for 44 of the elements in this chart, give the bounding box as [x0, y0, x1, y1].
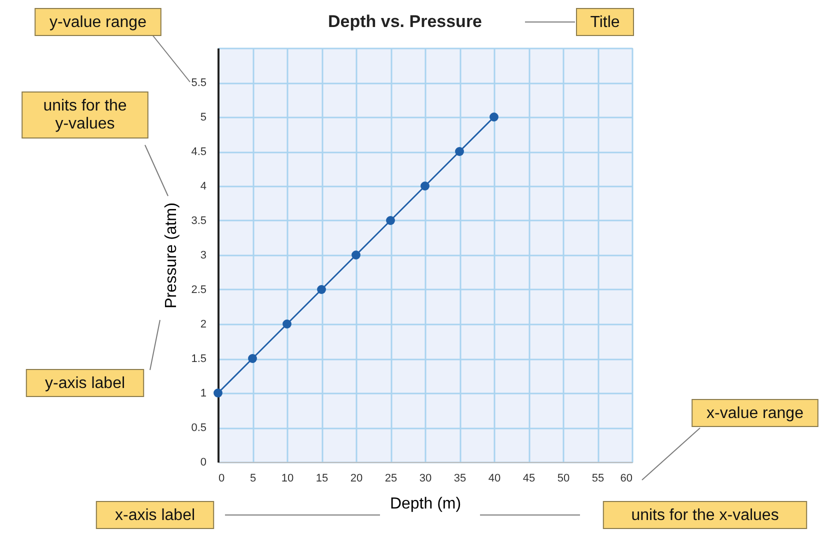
y-tick-label: 0 — [200, 456, 206, 468]
y-tick-label: 5 — [200, 112, 206, 124]
point — [455, 147, 464, 156]
text: y-axis label — [44, 375, 126, 392]
x-tick-label: 55 — [592, 472, 604, 484]
point — [490, 112, 498, 122]
x-tick-label: 5 — [250, 472, 256, 484]
point — [248, 354, 257, 363]
y-tick-label: 2 — [200, 318, 206, 330]
y-tick-label: 4 — [200, 180, 206, 192]
x-tick-label: 60 — [620, 472, 632, 484]
x-axis-title: Depth (m) — [390, 496, 462, 512]
text: units for the y-values — [43, 98, 127, 132]
y-axis-title: Pressure (atm) — [163, 202, 180, 308]
y-tick-label: 0.5 — [191, 422, 206, 434]
point — [386, 216, 395, 225]
x-tick-label: 25 — [384, 472, 398, 484]
y-tick-label: 1.5 — [191, 353, 206, 365]
x-tick-label: 30 — [419, 472, 432, 484]
point — [214, 388, 222, 398]
x-tick-label: 15 — [316, 472, 328, 484]
text: units for the x-values — [631, 507, 779, 524]
text: Title — [590, 14, 620, 31]
chart-title: Depth vs. Pressure — [328, 12, 482, 31]
text: x-axis label — [114, 507, 196, 524]
point — [420, 182, 430, 190]
x-tick-label: 20 — [350, 472, 363, 484]
y-tick-label: 2.5 — [191, 284, 206, 296]
y-tick-label: 4.5 — [191, 146, 206, 158]
x-tick-label: 45 — [522, 472, 536, 484]
x-tick-label: 50 — [557, 472, 570, 484]
y-tick-label: 3 — [200, 250, 206, 262]
x-tick-label: 35 — [454, 472, 466, 484]
y-tick-label: 1 — [200, 388, 206, 400]
text: y-value range — [50, 14, 147, 31]
x-tick-label: 40 — [488, 472, 501, 484]
text: x-value range — [706, 405, 804, 422]
y-tick-label: 5.5 — [191, 77, 206, 89]
point — [317, 285, 326, 294]
point — [352, 250, 360, 260]
point — [282, 320, 292, 328]
y-tick-label: 3.5 — [191, 215, 206, 227]
x-tick-label: 10 — [281, 472, 294, 484]
x-tick-label: 0 — [218, 472, 225, 484]
